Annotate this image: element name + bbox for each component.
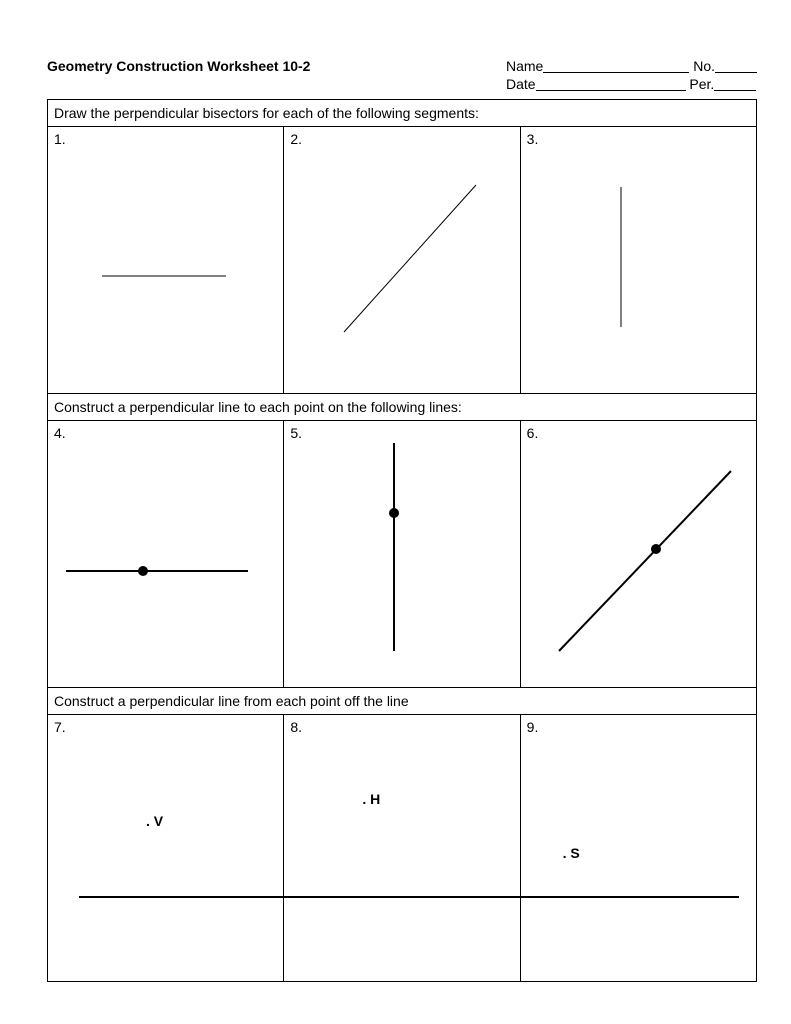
figure-segment [48, 127, 283, 393]
name-blank[interactable] [543, 58, 689, 73]
figure-segment [284, 127, 519, 393]
no-blank[interactable] [715, 58, 757, 73]
header: Geometry Construction Worksheet 10-2 Nam… [47, 58, 757, 93]
instruction-text: Construct a perpendicular line to each p… [48, 394, 757, 421]
header-fields: Name No. Date Per. [506, 58, 757, 93]
name-label: Name [506, 58, 543, 76]
point-label-v: . V [146, 813, 163, 829]
date-blank[interactable] [536, 76, 686, 91]
figure-segment-point [521, 421, 756, 687]
figure-segment-point [284, 421, 519, 687]
problem-row: 7. . V 8. . H 9. . S [48, 715, 757, 982]
instruction-row: Construct a perpendicular line to each p… [48, 394, 757, 421]
no-label: No. [693, 58, 715, 76]
cell-number: 8. [290, 719, 302, 735]
worksheet-title: Geometry Construction Worksheet 10-2 [47, 58, 310, 93]
figure-segment-point [48, 421, 283, 687]
cell-6: 6. [520, 421, 756, 688]
cell-4: 4. [48, 421, 284, 688]
cell-2: 2. [284, 127, 520, 394]
date-label: Date [506, 76, 536, 94]
cell-9: 9. . S [520, 715, 756, 982]
point-label-h: . H [362, 791, 380, 807]
cell-8: 8. . H [284, 715, 520, 982]
instruction-text: Construct a perpendicular line from each… [48, 688, 757, 715]
point-label-s: . S [563, 845, 580, 861]
problem-row: 4. 5. 6. [48, 421, 757, 688]
instruction-row: Construct a perpendicular line from each… [48, 688, 757, 715]
worksheet-page: Geometry Construction Worksheet 10-2 Nam… [0, 0, 791, 1024]
instruction-text: Draw the perpendicular bisectors for eac… [48, 100, 757, 127]
per-label: Per. [689, 76, 714, 94]
cell-1: 1. [48, 127, 284, 394]
cell-number: 9. [527, 719, 539, 735]
problem-grid: Draw the perpendicular bisectors for eac… [47, 99, 757, 982]
per-blank[interactable] [714, 76, 756, 91]
cell-3: 3. [520, 127, 756, 394]
cell-5: 5. [284, 421, 520, 688]
instruction-row: Draw the perpendicular bisectors for eac… [48, 100, 757, 127]
cell-number: 7. [54, 719, 66, 735]
problem-row: 1. 2. 3. [48, 127, 757, 394]
cell-7: 7. . V [48, 715, 284, 982]
figure-segment [521, 127, 756, 393]
